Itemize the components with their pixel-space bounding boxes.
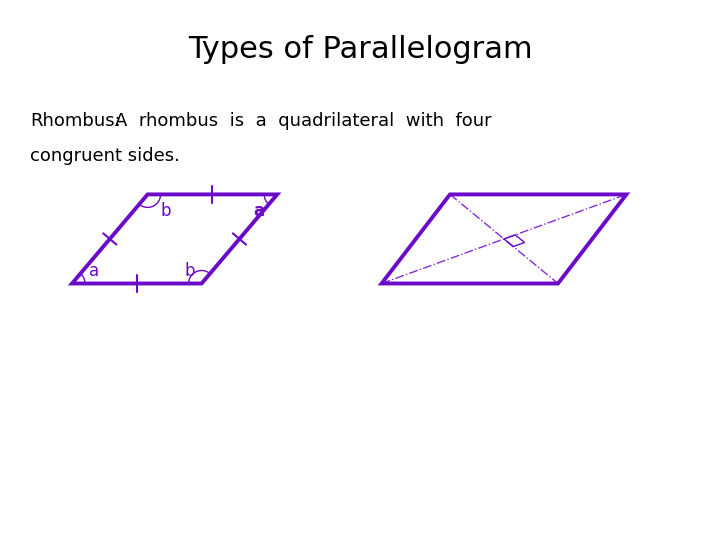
Text: a: a <box>253 202 265 220</box>
Text: A  rhombus  is  a  quadrilateral  with  four: A rhombus is a quadrilateral with four <box>115 112 492 130</box>
Text: Types of Parallelogram: Types of Parallelogram <box>188 35 532 64</box>
Text: b: b <box>184 262 195 280</box>
Text: a: a <box>89 262 99 280</box>
Text: b: b <box>161 202 171 220</box>
Text: Rhombus:: Rhombus: <box>30 112 121 130</box>
Text: congruent sides.: congruent sides. <box>30 147 180 165</box>
